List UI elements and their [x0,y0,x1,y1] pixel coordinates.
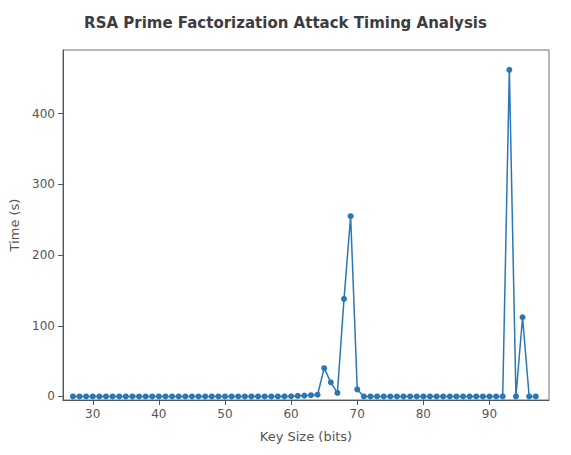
svg-text:70: 70 [350,407,365,421]
svg-text:50: 50 [217,407,232,421]
svg-text:60: 60 [283,407,298,421]
svg-text:400: 400 [32,107,55,121]
svg-text:40: 40 [151,407,166,421]
svg-text:300: 300 [32,177,55,191]
svg-text:200: 200 [32,248,55,262]
svg-text:100: 100 [32,319,55,333]
svg-text:90: 90 [482,407,497,421]
svg-text:Time (s): Time (s) [7,199,22,253]
svg-text:0: 0 [47,389,55,403]
svg-text:RSA Prime Factorization Attack: RSA Prime Factorization Attack Timing An… [84,14,487,32]
svg-text:80: 80 [416,407,431,421]
svg-text:Key Size (bits): Key Size (bits) [260,429,352,444]
svg-text:30: 30 [85,407,100,421]
